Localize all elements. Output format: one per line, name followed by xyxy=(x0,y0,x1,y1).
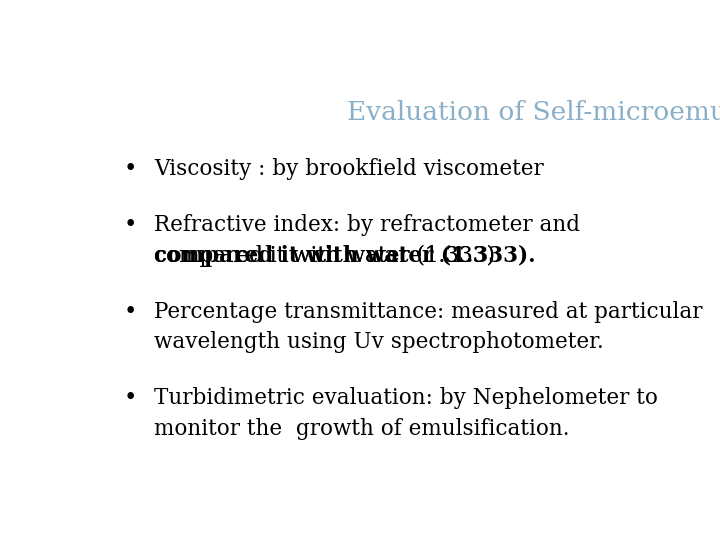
Text: compared it with water (1.333).: compared it with water (1.333). xyxy=(154,245,536,267)
Text: Evaluation of Self-microemulsifying System: Evaluation of Self-microemulsifying Syst… xyxy=(347,100,720,125)
Text: •: • xyxy=(124,301,137,323)
Text: monitor the  growth of emulsification.: monitor the growth of emulsification. xyxy=(154,418,570,440)
Text: compared it with water (1.333): compared it with water (1.333) xyxy=(154,245,495,267)
Text: Percentage transmittance: measured at particular: Percentage transmittance: measured at pa… xyxy=(154,301,703,323)
Text: •: • xyxy=(124,214,137,237)
Text: wavelength using Uv spectrophotometer.: wavelength using Uv spectrophotometer. xyxy=(154,332,604,353)
Text: •: • xyxy=(124,158,137,180)
Text: compared it with water (1.333).: compared it with water (1.333). xyxy=(154,245,536,267)
Text: Turbidimetric evaluation: by Nephelometer to: Turbidimetric evaluation: by Nephelomete… xyxy=(154,388,658,409)
Text: Viscosity : by brookfield viscometer: Viscosity : by brookfield viscometer xyxy=(154,158,544,180)
Text: Refractive index: by refractometer and: Refractive index: by refractometer and xyxy=(154,214,580,237)
Text: •: • xyxy=(124,388,137,409)
Text: compared it with water (1.333): compared it with water (1.333) xyxy=(154,245,495,267)
